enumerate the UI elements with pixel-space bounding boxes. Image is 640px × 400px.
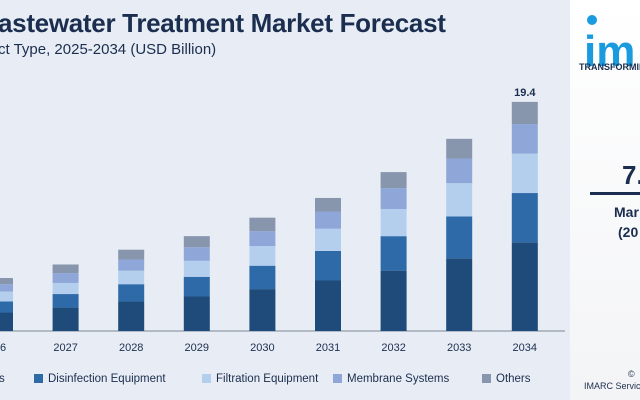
svg-text:im: im xyxy=(584,27,635,76)
bar-segment xyxy=(511,193,538,243)
legend-swatch xyxy=(202,374,211,383)
bar-segment xyxy=(446,258,473,331)
x-tick-label: 2032 xyxy=(381,342,405,354)
bar-total-label: 19.4 xyxy=(514,87,536,99)
legend-label: Others xyxy=(496,373,531,385)
x-tick-label: 26 xyxy=(0,342,6,354)
bar-segment xyxy=(446,138,473,159)
x-tick-label: 2034 xyxy=(513,342,537,354)
legend-label: Membrane Systems xyxy=(347,373,450,385)
x-tick-label: 2031 xyxy=(316,342,340,354)
bar-segment xyxy=(183,236,210,248)
bar-segment xyxy=(249,231,276,247)
legend-swatch xyxy=(333,374,342,383)
bar-segment xyxy=(0,312,13,331)
stat-divider xyxy=(590,192,640,195)
copyright-symbol: © xyxy=(628,369,635,379)
bar-segment xyxy=(446,183,473,217)
legend-label: Filtration Equipment xyxy=(216,373,319,385)
market-stat-period: (20 xyxy=(618,224,639,240)
bar-segment xyxy=(446,158,473,184)
bar-segment xyxy=(118,301,145,331)
legend-swatch xyxy=(482,374,491,383)
x-tick-label: 2029 xyxy=(185,342,209,354)
bar-segment xyxy=(249,217,276,232)
bar-segment xyxy=(0,278,13,285)
legend-item: als xyxy=(0,373,5,385)
legend-item: Others xyxy=(482,373,531,385)
bar-segment xyxy=(52,264,79,274)
bar-segment xyxy=(380,270,407,331)
bar-segment xyxy=(183,276,210,297)
x-tick-label: 2027 xyxy=(53,342,77,354)
bar-segment xyxy=(52,282,79,295)
bar-segment xyxy=(315,228,341,251)
bar-segment xyxy=(315,197,341,212)
legend-swatch xyxy=(34,374,43,383)
bar-segment xyxy=(511,101,538,125)
bar-segment xyxy=(52,307,79,331)
bar-segment xyxy=(0,284,13,292)
bar-segment xyxy=(118,270,145,285)
legend-label: Disinfection Equipment xyxy=(48,373,166,385)
bar-segment xyxy=(52,273,79,283)
legend-label: als xyxy=(0,373,5,385)
x-tick-label: 2028 xyxy=(119,342,143,354)
bar-segment xyxy=(315,280,341,331)
bar-segment xyxy=(380,209,407,237)
bar-segment xyxy=(0,291,13,302)
bar-segment xyxy=(511,242,538,331)
imarc-logo-icon: im xyxy=(584,15,635,76)
bar-segment xyxy=(511,124,538,154)
x-tick-label: 2033 xyxy=(447,342,471,354)
bar-segment xyxy=(52,294,79,308)
bar-segment xyxy=(380,236,407,271)
bar-segment xyxy=(446,216,473,259)
stacked-bar-chart: 26 2027 2028 2029 2030 2031 2032 2033 2034 19.4 xyxy=(0,87,565,354)
bar-segment xyxy=(315,250,341,281)
bar-segment xyxy=(118,284,145,302)
bar-segment xyxy=(183,260,210,277)
bar-segment xyxy=(183,296,210,331)
x-tick-label: 2030 xyxy=(250,342,274,354)
chart-subtitle: ct Type, 2025-2034 (USD Billion) xyxy=(0,41,217,58)
bar-segment xyxy=(249,246,276,266)
bar-segment xyxy=(380,172,407,189)
bar-segment xyxy=(511,153,538,194)
bar-segment xyxy=(118,249,145,260)
market-stat-label: Mar xyxy=(614,204,639,220)
bar-segment xyxy=(315,211,341,229)
bar-segment xyxy=(380,188,407,210)
legend-item: Membrane Systems xyxy=(333,373,449,385)
bar-segment xyxy=(183,247,210,261)
bar-segment xyxy=(249,265,276,290)
side-panel: im TRANSFORMIN 7. Mar (20 © IMARC Servic xyxy=(570,0,640,400)
market-stat-value: 7. xyxy=(622,160,640,190)
copyright-text: IMARC Servic xyxy=(584,381,640,391)
bar-segment xyxy=(118,259,145,271)
legend-item: Disinfection Equipment xyxy=(34,373,166,385)
bar-segment xyxy=(249,289,276,331)
logo-tagline: TRANSFORMIN xyxy=(579,62,640,72)
bar-segment xyxy=(0,301,13,313)
legend-item: Filtration Equipment xyxy=(202,373,318,385)
chart-title: astewater Treatment Market Forecast xyxy=(0,8,446,38)
chart-legend: als Disinfection Equipment Filtration Equi… xyxy=(0,373,570,389)
